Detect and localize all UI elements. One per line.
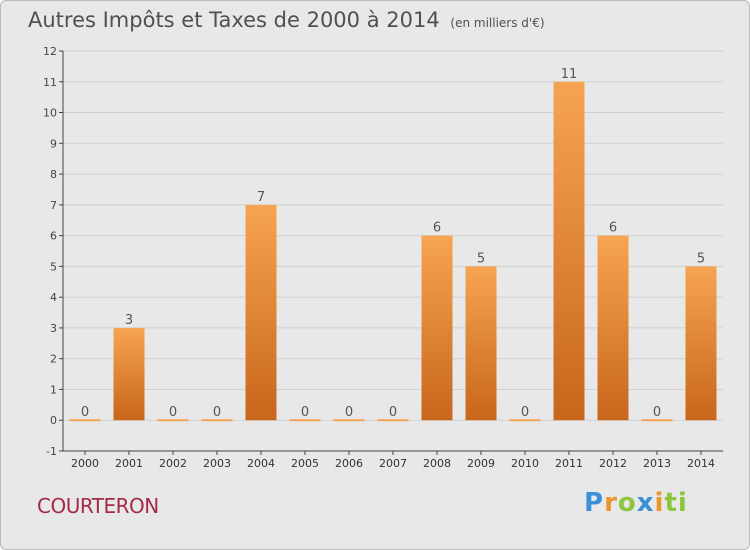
x-tick-label: 2014 [687,457,715,470]
x-tick-label: 2012 [599,457,627,470]
bar [157,419,189,422]
data-label: 0 [213,405,221,420]
bar [509,419,541,422]
y-tick-label: 7 [50,199,57,212]
data-label: 0 [169,405,177,420]
data-label: 6 [609,221,617,236]
x-tick-label: 2008 [423,457,451,470]
bar [113,327,145,421]
x-tick-label: 2002 [159,457,187,470]
data-label: 11 [561,67,578,82]
y-tick-label: 3 [50,322,57,335]
x-tick-label: 2001 [115,457,143,470]
data-label: 5 [477,251,485,266]
y-tick-label: 9 [50,137,57,150]
x-tick-label: 2010 [511,457,539,470]
y-tick-label: -1 [46,445,57,458]
chart-subtitle: (en milliers d'€) [450,16,545,30]
y-tick-label: 2 [50,353,57,366]
bar [377,419,409,422]
x-tick-label: 2009 [467,457,495,470]
bar [245,204,277,421]
data-label: 0 [653,405,661,420]
town-name: COURTERON [37,494,159,518]
x-tick-label: 2003 [203,457,231,470]
bar [685,266,717,421]
x-tick-label: 2013 [643,457,671,470]
data-label: 0 [81,405,89,420]
proxiti-logo: Proxiti [584,488,688,518]
bar [553,81,585,421]
data-label: 0 [345,405,353,420]
y-tick-label: 12 [43,45,57,58]
y-tick-label: 0 [50,414,57,427]
y-tick-label: 4 [50,291,57,304]
x-tick-label: 2004 [247,457,275,470]
labels: -101234567891011122000020013200202003020… [43,45,715,470]
chart-title: Autres Impôts et Taxes de 2000 à 2014 (e… [28,8,545,32]
data-label: 6 [433,221,441,236]
data-label: 7 [257,190,265,205]
bars [69,81,717,422]
data-label: 5 [697,251,705,266]
bar [201,419,233,422]
data-label: 0 [521,405,529,420]
x-tick-label: 2005 [291,457,319,470]
axes [59,50,723,455]
bar [641,419,673,422]
bar [597,235,629,421]
x-tick-label: 2007 [379,457,407,470]
y-tick-label: 11 [43,76,57,89]
x-tick-label: 2006 [335,457,363,470]
bar [69,419,101,422]
y-tick-label: 8 [50,168,57,181]
y-tick-label: 10 [43,107,57,120]
bar [421,235,453,421]
y-tick-label: 1 [50,383,57,396]
y-tick-label: 6 [50,230,57,243]
bar [465,266,497,421]
data-label: 3 [125,313,133,328]
bar [333,419,365,422]
y-tick-label: 5 [50,260,57,273]
chart-title-text: Autres Impôts et Taxes de 2000 à 2014 [28,8,440,32]
x-tick-label: 2011 [555,457,583,470]
bar [289,419,321,422]
data-label: 0 [389,405,397,420]
data-label: 0 [301,405,309,420]
x-tick-label: 2000 [71,457,99,470]
